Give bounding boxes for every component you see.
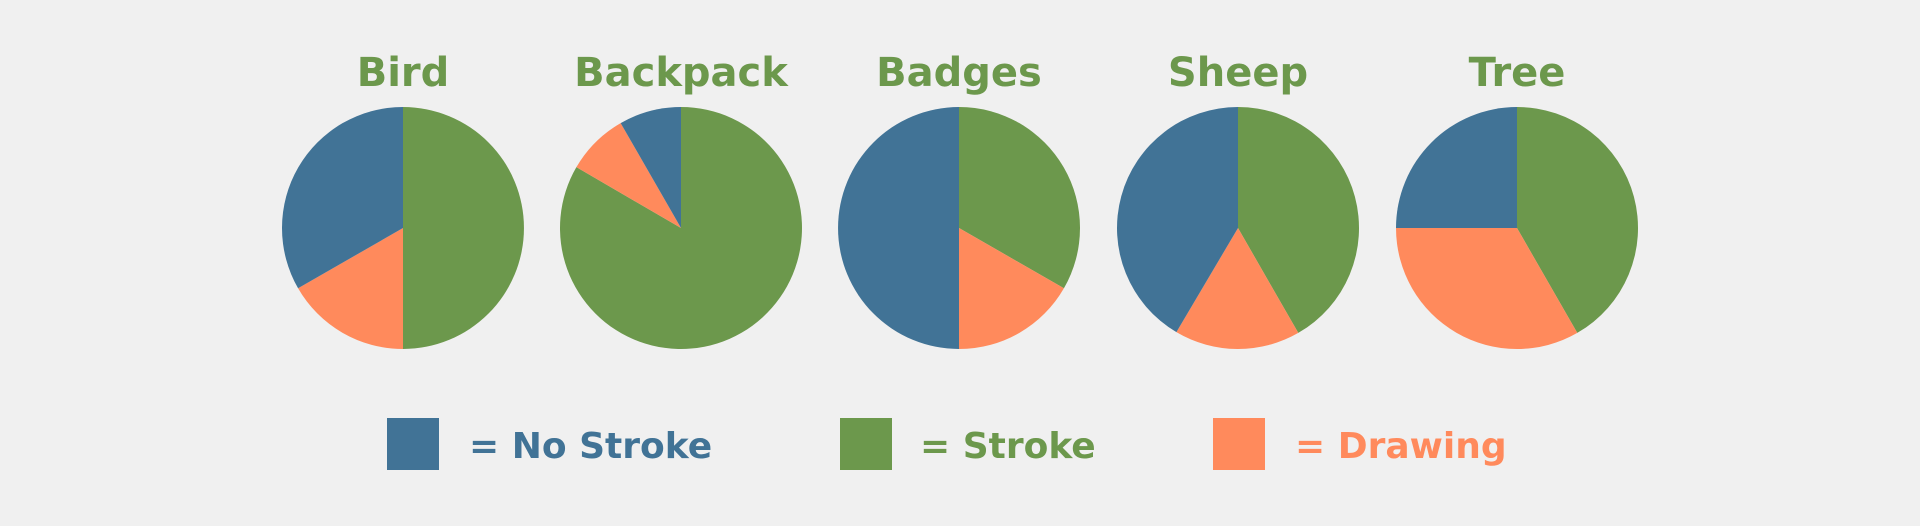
pie-slice-drawing <box>1176 228 1299 350</box>
legend-swatch-drawing <box>1213 418 1265 470</box>
pie-badges: Badges <box>838 50 1081 349</box>
pie-slice-drawing <box>1396 228 1578 350</box>
legend-label-no-stroke: = No Stroke <box>469 426 712 467</box>
pie-slice-drawing <box>959 228 1064 349</box>
legend-swatch-stroke <box>840 418 892 470</box>
pie-slice-stroke <box>559 107 802 349</box>
pie-slice-stroke <box>1238 107 1360 333</box>
pie-sheep: Sheep <box>1117 50 1360 350</box>
pies-group: Bird Backpack Badges Sheep Tree <box>281 50 1639 350</box>
pie-slice-no-stroke <box>838 107 959 349</box>
pie-tree: Tree <box>1396 50 1639 350</box>
pie-slice-stroke <box>959 107 1081 289</box>
pie-title: Bird <box>357 50 450 96</box>
pie-slice-drawing <box>576 123 681 228</box>
pie-slice-no-stroke <box>620 107 681 228</box>
pie-title: Badges <box>876 50 1042 96</box>
legend-label-stroke: = Stroke <box>920 426 1096 467</box>
pie-title: Tree <box>1469 50 1566 96</box>
pie-slice-stroke <box>1517 107 1639 333</box>
pie-slice-stroke <box>403 107 524 349</box>
pie-slice-drawing <box>298 228 403 349</box>
pie-bird: Bird <box>281 50 524 349</box>
legend: = No Stroke = Stroke = Drawing <box>387 418 1507 470</box>
pie-slice-no-stroke <box>1117 107 1238 333</box>
pie-slice-no-stroke <box>1396 107 1517 228</box>
legend-swatch-no-stroke <box>387 418 439 470</box>
pie-backpack: Backpack <box>559 50 802 349</box>
pie-title: Backpack <box>574 50 789 96</box>
legend-label-drawing: = Drawing <box>1295 426 1507 467</box>
pie-title: Sheep <box>1168 50 1308 96</box>
pie-slice-no-stroke <box>281 106 403 289</box>
